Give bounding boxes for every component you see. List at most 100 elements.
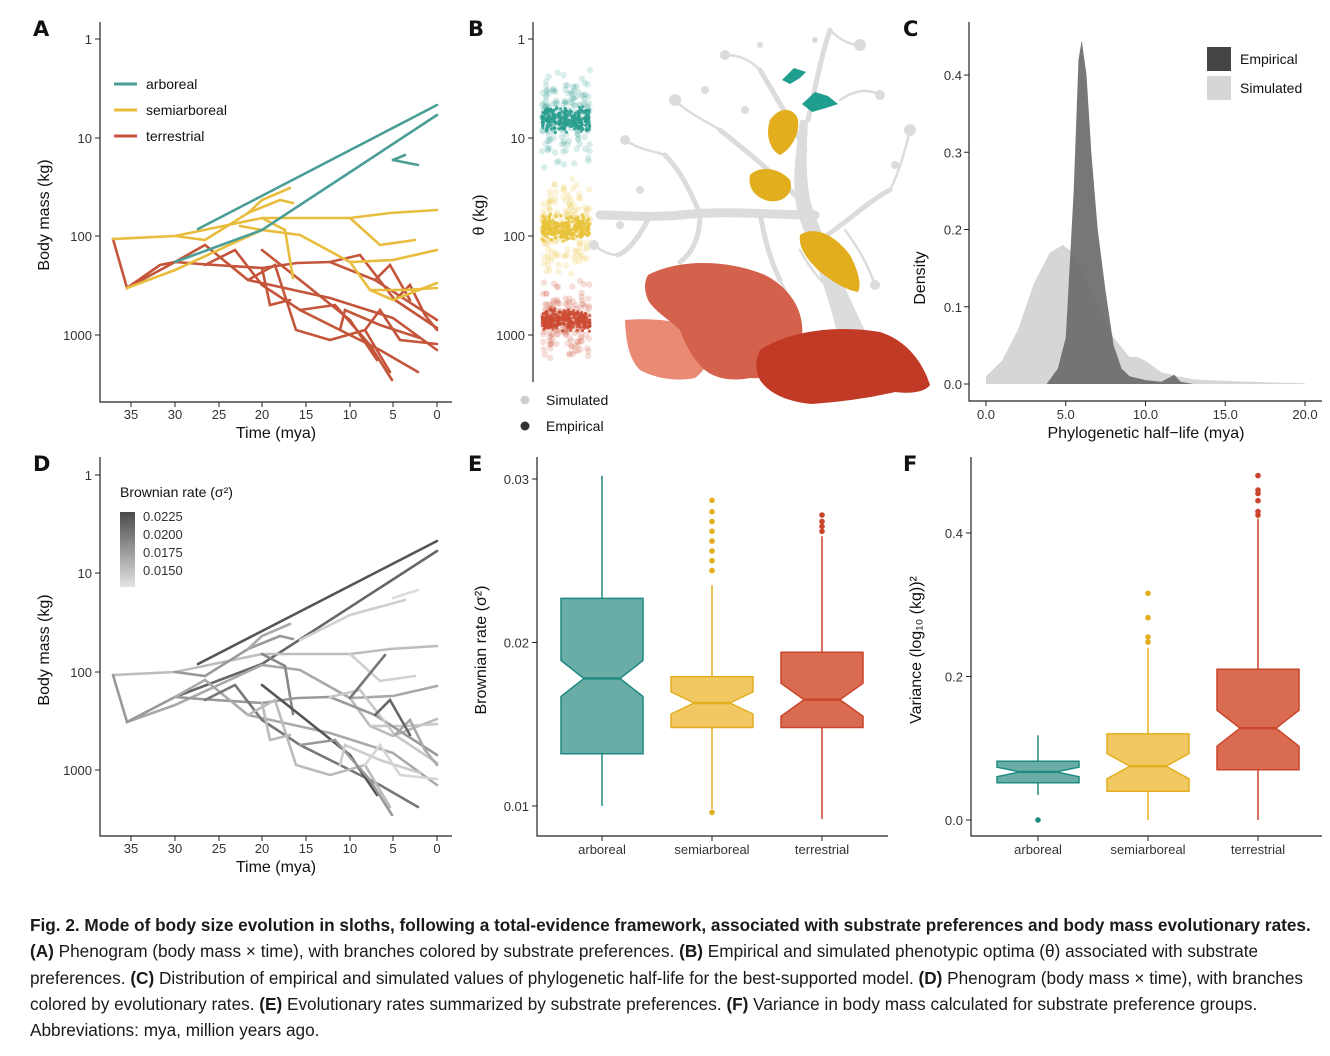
empirical-point <box>559 232 563 236</box>
simulated-point <box>546 301 553 308</box>
empirical-point <box>546 226 550 230</box>
xtick-label: 35 <box>124 407 138 422</box>
xtick-label: 20.0 <box>1292 407 1317 422</box>
simulated-point <box>585 157 592 165</box>
empirical-point <box>541 125 545 129</box>
simulated-point <box>578 92 586 99</box>
empirical-point <box>588 124 592 128</box>
simulated-point <box>572 258 579 266</box>
simulated-point <box>562 331 569 338</box>
empirical-point <box>587 122 591 126</box>
simulated-point <box>566 351 573 358</box>
legend-swatch <box>520 421 530 431</box>
simulated-point <box>552 252 559 259</box>
figure-caption: Fig. 2. Mode of body size evolution in s… <box>30 912 1315 1043</box>
empirical-point <box>554 214 558 218</box>
simulated-point <box>549 100 557 108</box>
simulated-point <box>560 183 567 190</box>
empirical-point <box>562 233 566 237</box>
simulated-point <box>540 260 548 267</box>
empirical-point <box>562 317 566 321</box>
empirical-point <box>555 113 559 117</box>
simulated-point <box>545 204 552 211</box>
simulated-point <box>572 252 580 259</box>
simulated-point <box>547 341 555 348</box>
empirical-point <box>567 308 571 312</box>
empirical-point <box>549 127 553 131</box>
empirical-point <box>545 125 549 129</box>
simulated-point <box>564 207 571 214</box>
simulated-point <box>562 100 569 107</box>
simulated-point <box>548 332 555 339</box>
empirical-point <box>586 234 590 238</box>
simulated-point <box>546 333 553 341</box>
simulated-point <box>569 185 576 192</box>
empirical-point <box>553 126 557 130</box>
simulated-point <box>554 296 561 303</box>
empirical-point <box>585 128 589 132</box>
simulated-point <box>573 145 580 152</box>
empirical-point <box>547 219 551 224</box>
panel-b-ylabel: θ (kg) <box>471 195 488 236</box>
empirical-point <box>575 224 579 228</box>
simulated-point <box>585 347 592 355</box>
simulated-point <box>573 82 580 90</box>
simulated-point <box>551 149 559 156</box>
simulated-point <box>565 99 573 106</box>
empirical-point <box>563 106 567 111</box>
simulated-point <box>543 290 550 297</box>
empirical-point <box>586 116 591 120</box>
simulated-point <box>545 73 552 80</box>
simulated-density-area <box>986 245 1305 384</box>
empirical-point <box>553 116 557 120</box>
legend-label: arboreal <box>146 76 197 92</box>
simulated-point <box>571 342 579 350</box>
empirical-point <box>541 122 545 127</box>
simulated-point <box>542 141 549 148</box>
simulated-point <box>554 298 561 305</box>
empirical-point <box>581 322 585 326</box>
outlier-point <box>1035 817 1041 823</box>
simulated-point <box>575 205 582 212</box>
simulated-point <box>569 350 576 358</box>
xtick-label: 5 <box>389 841 396 856</box>
xtick-label: 0 <box>433 841 440 856</box>
ytick-label: 0.2 <box>944 223 962 238</box>
simulated-point <box>564 191 571 198</box>
simulated-point <box>568 343 576 350</box>
empirical-point <box>581 117 585 121</box>
simulated-point <box>571 84 578 91</box>
empirical-point <box>565 318 569 322</box>
simulated-point <box>552 189 560 196</box>
panel-f-label: F <box>903 452 917 476</box>
caption-a-label: (A) <box>30 941 54 962</box>
simulated-point <box>541 164 548 171</box>
simulated-point <box>546 206 553 213</box>
simulated-point <box>577 332 585 339</box>
simulated-point <box>582 91 589 98</box>
legend-value: 0.0200 <box>143 527 183 542</box>
xtick-label: semiarboreal <box>674 842 749 857</box>
simulated-point <box>567 337 575 344</box>
simulated-point <box>573 338 581 345</box>
empirical-point <box>578 322 582 326</box>
simulated-point <box>554 252 561 259</box>
simulated-point <box>570 207 577 215</box>
empirical-point <box>565 130 569 134</box>
empirical-point <box>551 317 555 321</box>
simulated-point <box>553 330 560 337</box>
outlier-point <box>1255 508 1261 515</box>
empirical-point <box>540 237 545 241</box>
simulated-point <box>553 97 560 105</box>
simulated-point <box>556 300 563 307</box>
simulated-point <box>544 87 551 94</box>
simulated-point <box>540 100 547 107</box>
ytick-label: 10 <box>78 566 92 581</box>
legend-colorbar <box>120 512 135 587</box>
outlier-point <box>1145 590 1151 597</box>
empirical-point <box>588 314 592 318</box>
legend-value: 0.0175 <box>143 545 183 560</box>
simulated-point <box>567 204 574 211</box>
simulated-point <box>560 193 567 201</box>
simulated-point <box>547 345 554 352</box>
